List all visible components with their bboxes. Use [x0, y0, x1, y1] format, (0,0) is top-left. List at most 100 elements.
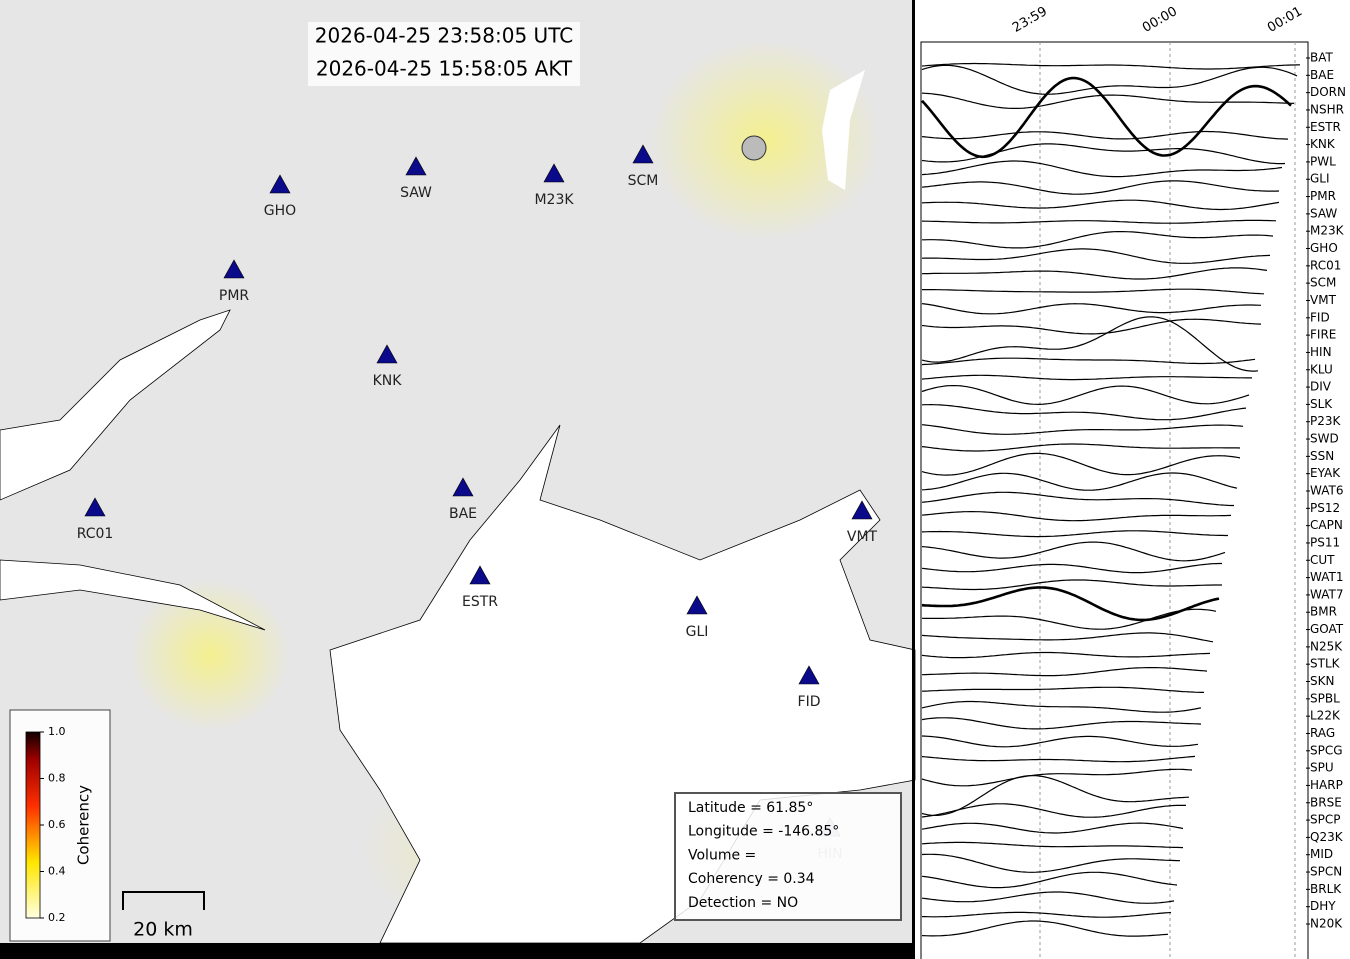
info-line: Detection = NO — [688, 895, 798, 911]
trace-label: GLI — [1310, 172, 1330, 186]
trace-label: N25K — [1310, 639, 1343, 653]
trace — [921, 62, 1301, 70]
station-label: GHO — [264, 203, 296, 219]
trace-label: HIN — [1310, 345, 1332, 359]
traces-panel: 23:59 00:00 00:01 BAT BAE DORN NSHR ESTR KNK PWL G… — [920, 4, 1346, 959]
trace — [921, 199, 1280, 211]
station-marker — [632, 144, 654, 164]
station-label: FID — [798, 694, 821, 710]
trace-label: EYAK — [1310, 466, 1341, 480]
station-marker — [223, 259, 245, 279]
station-label: M23K — [534, 192, 574, 208]
station-label: KNK — [373, 373, 403, 389]
trace-label: SPCP — [1310, 813, 1340, 827]
trace — [921, 64, 1298, 95]
trace-label: BAT — [1310, 51, 1334, 65]
colorbar-ticks: 1.0 0.8 0.6 0.4 0.2 — [40, 725, 66, 924]
station-marker — [686, 595, 708, 615]
trace — [921, 318, 1262, 335]
trace-label: WAT6 — [1310, 484, 1343, 498]
trace-label: FIRE — [1310, 328, 1336, 342]
scale-bar — [122, 891, 205, 910]
trace — [921, 92, 1295, 109]
time-label: 00:00 — [1140, 4, 1180, 36]
trace — [922, 231, 1274, 249]
trace — [921, 717, 1202, 730]
trace — [921, 920, 1169, 937]
trace-label: SAW — [1310, 206, 1337, 220]
colorbar-tick-label: 0.8 — [48, 772, 66, 785]
trace — [921, 160, 1283, 178]
trace-label: KNK — [1310, 137, 1336, 151]
trace — [921, 735, 1199, 748]
trace — [921, 853, 1181, 873]
trace-label: ESTR — [1310, 120, 1341, 134]
trace — [921, 130, 1289, 140]
trace-label: L22K — [1310, 709, 1341, 723]
trace-label: N20K — [1310, 917, 1343, 931]
trace — [921, 608, 1217, 630]
colorbar — [25, 731, 41, 919]
colorbar-tick-label: 1.0 — [48, 725, 66, 738]
trace-label: DIV — [1310, 380, 1332, 394]
trace — [921, 374, 1252, 381]
trace-label: GOAT — [1310, 622, 1344, 636]
trace — [921, 700, 1202, 713]
trace — [921, 180, 1280, 195]
info-box — [674, 792, 902, 921]
trace-label: SPCG — [1310, 743, 1343, 757]
trace — [921, 822, 1184, 834]
station-marker — [405, 156, 427, 176]
trace — [921, 667, 1208, 677]
glacier — [822, 70, 865, 190]
trace-label: STLK — [1310, 657, 1341, 671]
station-marker — [452, 477, 474, 497]
trace — [921, 219, 1277, 224]
time-label: 00:01 — [1265, 4, 1305, 36]
trace-label: CAPN — [1310, 518, 1343, 532]
trace — [921, 755, 1196, 763]
trace — [921, 871, 1178, 889]
trace — [921, 452, 1241, 476]
info-lines: Latitude = 61.85° Longitude = -146.85° Vol… — [688, 800, 839, 911]
trace — [921, 472, 1238, 491]
station-label: GLI — [686, 624, 709, 640]
colorbar-label: Coherency — [75, 785, 93, 865]
trace-label: PWL — [1310, 154, 1336, 168]
water — [0, 559, 266, 631]
station-marker — [376, 344, 398, 364]
trace-label: SKN — [1310, 674, 1334, 688]
info-line: Coherency = 0.34 — [688, 871, 815, 887]
trace — [922, 911, 1172, 918]
info-line: Latitude = 61.85° — [688, 800, 813, 816]
trace-label: BMR — [1310, 605, 1337, 619]
trace-label: NSHR — [1310, 102, 1344, 116]
trace — [921, 891, 1175, 904]
trace-label: PS11 — [1310, 535, 1340, 549]
traces-frame — [920, 41, 1309, 959]
trace-label: SLK — [1310, 397, 1333, 411]
trace-label: Q23K — [1310, 830, 1344, 844]
trace-label: WAT7 — [1310, 587, 1343, 601]
trace-label: WAT1 — [1310, 570, 1343, 584]
source-location — [741, 135, 767, 161]
trace — [921, 424, 1244, 435]
trace — [921, 775, 1190, 816]
stations: GHOSAWM23KSCMPMRKNKBAERC01ESTRGLIVMTFIDH… — [77, 144, 878, 862]
trace-label: DHY — [1310, 899, 1336, 913]
trace-label: PMR — [1310, 189, 1336, 203]
trace — [921, 303, 1262, 315]
info-line: Longitude = -146.85° — [688, 824, 839, 840]
trace-label: HARP — [1310, 778, 1343, 792]
colorbar-tick-label: 0.6 — [48, 818, 66, 831]
trace — [921, 443, 1241, 452]
trace — [921, 385, 1250, 406]
trace-label: GHO — [1310, 241, 1338, 255]
trace — [921, 530, 1228, 538]
trace-label: DORN — [1310, 85, 1346, 99]
info-line: Volume = — [688, 847, 756, 863]
trace — [921, 562, 1222, 574]
trace — [921, 841, 1184, 849]
trace — [921, 579, 1222, 591]
trace-label: FID — [1310, 310, 1330, 324]
